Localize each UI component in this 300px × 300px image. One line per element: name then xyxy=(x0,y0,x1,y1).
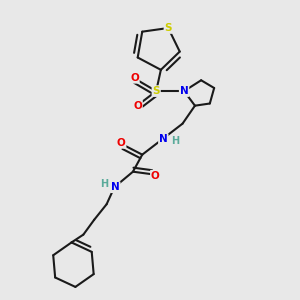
Text: O: O xyxy=(117,138,126,148)
Text: O: O xyxy=(130,73,139,83)
Text: N: N xyxy=(159,134,168,144)
Text: H: H xyxy=(171,136,179,146)
Text: O: O xyxy=(151,171,160,181)
Text: N: N xyxy=(111,182,120,192)
Text: H: H xyxy=(100,179,108,189)
Text: S: S xyxy=(152,86,160,96)
Text: S: S xyxy=(164,23,172,33)
Text: O: O xyxy=(133,101,142,111)
Text: N: N xyxy=(180,86,188,96)
